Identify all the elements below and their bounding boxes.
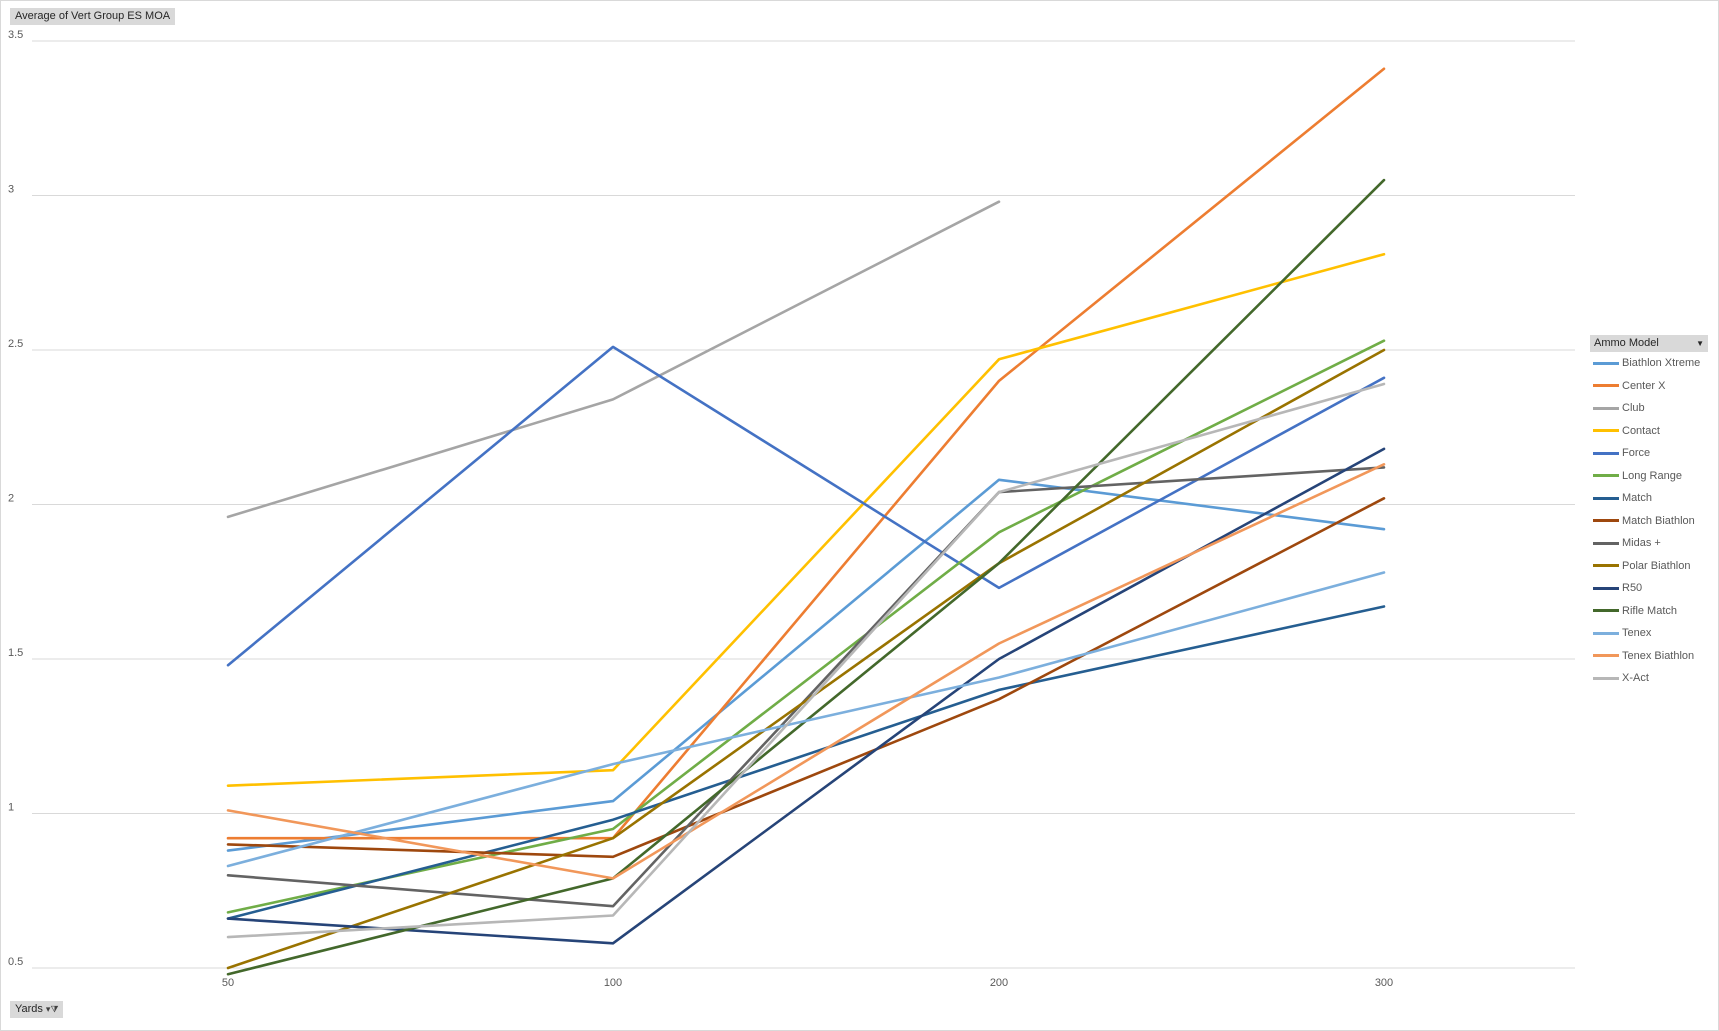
legend-field-button[interactable]: Ammo Model ▼ — [1590, 335, 1708, 352]
legend-label: Center X — [1622, 379, 1666, 392]
legend-label: Force — [1622, 447, 1651, 460]
series-line-polar-biathlon[interactable] — [226, 348, 1386, 970]
series-line-biathlon-xtreme[interactable] — [226, 478, 1386, 852]
legend-swatch — [1593, 384, 1619, 388]
series-line-center-x[interactable] — [226, 67, 1386, 840]
legend: Ammo Model ▼ Biathlon Xtreme Center X Club… — [1590, 335, 1708, 690]
legend-item[interactable]: Biathlon Xtreme — [1590, 352, 1708, 375]
legend-swatch — [1593, 361, 1619, 365]
legend-label: Match — [1622, 492, 1652, 505]
legend-item[interactable]: Tenex Biathlon — [1590, 645, 1708, 668]
series-line-long-range[interactable] — [226, 339, 1386, 914]
legend-label: Long Range — [1622, 469, 1682, 482]
legend-swatch — [1593, 564, 1619, 568]
y-tick-label: 1.5 — [8, 647, 23, 659]
series-line-force[interactable] — [226, 345, 1386, 667]
series-line-match-biathlon[interactable] — [226, 496, 1386, 859]
legend-label: Biathlon Xtreme — [1622, 357, 1701, 370]
legend-item[interactable]: Club — [1590, 397, 1708, 420]
y-tick-label: 1 — [8, 802, 14, 814]
legend-label: Club — [1622, 402, 1645, 415]
legend-item[interactable]: Polar Biathlon — [1590, 555, 1708, 578]
y-tick-label: 2 — [8, 493, 14, 505]
legend-swatch — [1593, 451, 1619, 455]
legend-swatch — [1593, 609, 1619, 613]
legend-label: Contact — [1622, 424, 1660, 437]
legend-label: Match Biathlon — [1622, 514, 1695, 527]
y-tick-label: 3 — [8, 184, 14, 196]
legend-item[interactable]: Center X — [1590, 375, 1708, 398]
y-axis-tick-labels: 0.5 1 1.5 2 2.5 3 3.5 — [8, 29, 23, 968]
legend-label: Tenex Biathlon — [1622, 649, 1695, 662]
legend-item[interactable]: Contact — [1590, 420, 1708, 443]
x-axis-tick-labels: 50 100 200 300 — [222, 977, 1393, 989]
series-line-x-act[interactable] — [226, 382, 1386, 939]
legend-title: Ammo Model — [1594, 337, 1659, 349]
legend-label: X-Act — [1622, 672, 1649, 685]
axis-field-button[interactable]: Yards ▾⧩ — [10, 1001, 64, 1018]
legend-item[interactable]: Long Range — [1590, 465, 1708, 488]
legend-item[interactable]: Match Biathlon — [1590, 510, 1708, 533]
legend-swatch — [1593, 586, 1619, 590]
x-tick-label: 200 — [990, 977, 1008, 989]
y-tick-label: 2.5 — [8, 338, 23, 350]
legend-item[interactable]: Match — [1590, 487, 1708, 510]
legend-label: Midas + — [1622, 537, 1661, 550]
series-line-tenex-biathlon[interactable] — [226, 462, 1386, 880]
legend-swatch — [1593, 676, 1619, 680]
legend-swatch — [1593, 406, 1619, 410]
x-tick-label: 100 — [604, 977, 622, 989]
series-lines — [226, 67, 1386, 976]
legend-item[interactable]: Rifle Match — [1590, 600, 1708, 623]
legend-swatch — [1593, 519, 1619, 523]
y-tick-label: 3.5 — [8, 29, 23, 41]
axis-field-label: Yards — [15, 1003, 43, 1015]
legend-item[interactable]: Tenex — [1590, 622, 1708, 645]
dropdown-arrow-icon[interactable]: ▼ — [1696, 339, 1704, 348]
legend-label: R50 — [1622, 582, 1643, 595]
legend-item[interactable]: R50 — [1590, 577, 1708, 600]
legend-item[interactable]: X-Act — [1590, 667, 1708, 690]
filter-dropdown-icon[interactable]: ▾⧩ — [45, 1004, 59, 1014]
series-line-contact[interactable] — [226, 252, 1386, 788]
legend-swatch — [1593, 474, 1619, 478]
legend-swatch — [1593, 654, 1619, 658]
x-tick-label: 300 — [1375, 977, 1393, 989]
legend-item[interactable]: Force — [1590, 442, 1708, 465]
legend-label: Polar Biathlon — [1622, 559, 1691, 572]
series-line-tenex[interactable] — [226, 571, 1386, 868]
legend-swatch — [1593, 496, 1619, 500]
gridlines — [32, 40, 1575, 969]
legend-label: Tenex — [1622, 627, 1652, 640]
x-tick-label: 50 — [222, 977, 234, 989]
legend-label: Rifle Match — [1622, 604, 1678, 617]
value-field-button[interactable]: Average of Vert Group ES MOA — [10, 8, 176, 25]
y-tick-label: 0.5 — [8, 956, 23, 968]
legend-items: Biathlon Xtreme Center X Club Contact Force L… — [1590, 352, 1708, 690]
series-line-match[interactable] — [226, 605, 1386, 920]
legend-item[interactable]: Midas + — [1590, 532, 1708, 555]
series-line-club[interactable] — [226, 200, 1001, 519]
legend-swatch — [1593, 429, 1619, 433]
legend-swatch — [1593, 631, 1619, 635]
legend-swatch — [1593, 541, 1619, 545]
